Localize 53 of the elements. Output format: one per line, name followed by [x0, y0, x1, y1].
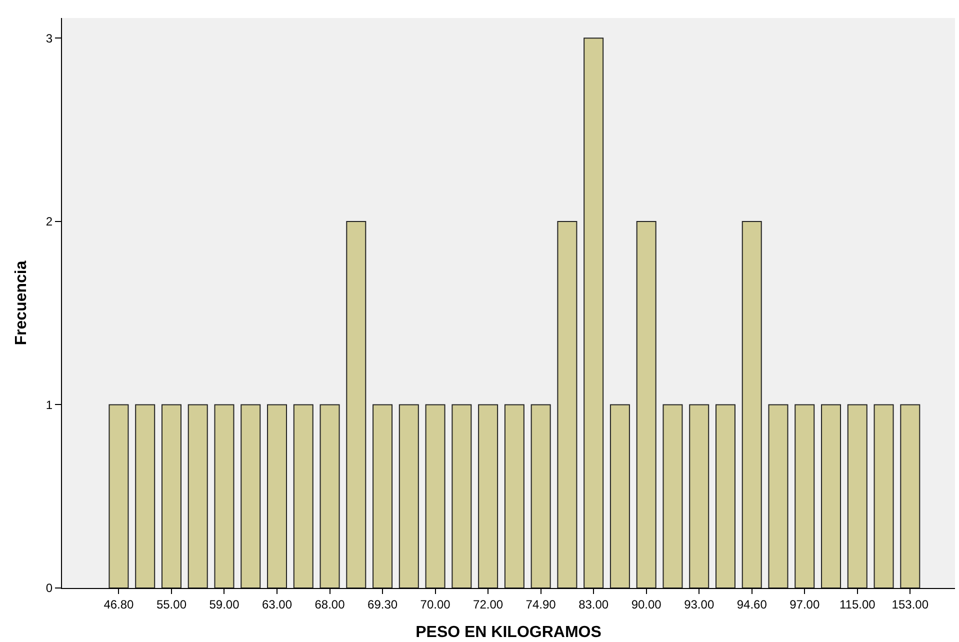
- x-tick-label: 72.00: [473, 597, 504, 612]
- bar: [584, 38, 604, 588]
- bar: [900, 404, 920, 588]
- bar: [847, 404, 868, 588]
- bar: [398, 404, 419, 588]
- x-tick-label: 90.00: [631, 597, 662, 612]
- bar: [768, 404, 788, 588]
- bar: [320, 404, 340, 588]
- bar: [557, 220, 578, 588]
- x-tick-label: 115.00: [839, 597, 876, 612]
- bar: [161, 404, 182, 588]
- bar: [636, 220, 656, 588]
- bar: [662, 404, 683, 588]
- x-tick-label: 63.00: [262, 597, 292, 612]
- x-tick-label: 97.00: [790, 597, 820, 612]
- y-tick-label: 0: [46, 581, 53, 596]
- bar: [874, 404, 894, 588]
- bar: [346, 220, 366, 588]
- bar: [240, 404, 261, 588]
- x-tick-label: 74.90: [526, 597, 556, 612]
- x-tick-label: 46.80: [104, 597, 134, 612]
- x-tick-label: 59.00: [209, 597, 240, 612]
- bar: [504, 404, 524, 588]
- y-tick-label: 3: [46, 31, 53, 46]
- bar: [267, 404, 287, 588]
- bar: [478, 404, 498, 588]
- bar: [530, 404, 551, 588]
- bar: [372, 404, 393, 588]
- y-axis-title: Frecuencia: [12, 260, 30, 346]
- x-tick-label: 68.00: [314, 597, 346, 612]
- y-tick-label: 2: [46, 214, 53, 229]
- bar: [188, 404, 208, 588]
- bar: [293, 404, 314, 588]
- bar: [452, 404, 472, 588]
- x-tick-label: 70.00: [420, 597, 451, 612]
- bar: [715, 404, 736, 588]
- x-tick-label: 153.00: [892, 597, 929, 612]
- bar: [425, 404, 446, 588]
- bar: [689, 404, 710, 588]
- x-tick-label: 93.00: [684, 597, 714, 612]
- x-tick-label: 94.60: [736, 597, 768, 612]
- bar: [108, 404, 129, 588]
- bar: [794, 404, 815, 588]
- x-tick-label: 55.00: [156, 597, 187, 612]
- bar: [821, 404, 842, 588]
- x-tick-label: 83.00: [578, 597, 609, 612]
- x-tick-label: 69.30: [368, 597, 398, 612]
- bar: [214, 404, 234, 588]
- bar: [610, 404, 630, 588]
- bar: [742, 220, 762, 588]
- y-tick-label: 1: [46, 398, 53, 412]
- bar: [135, 404, 156, 588]
- x-axis-title: PESO EN KILOGRAMOS: [416, 624, 602, 642]
